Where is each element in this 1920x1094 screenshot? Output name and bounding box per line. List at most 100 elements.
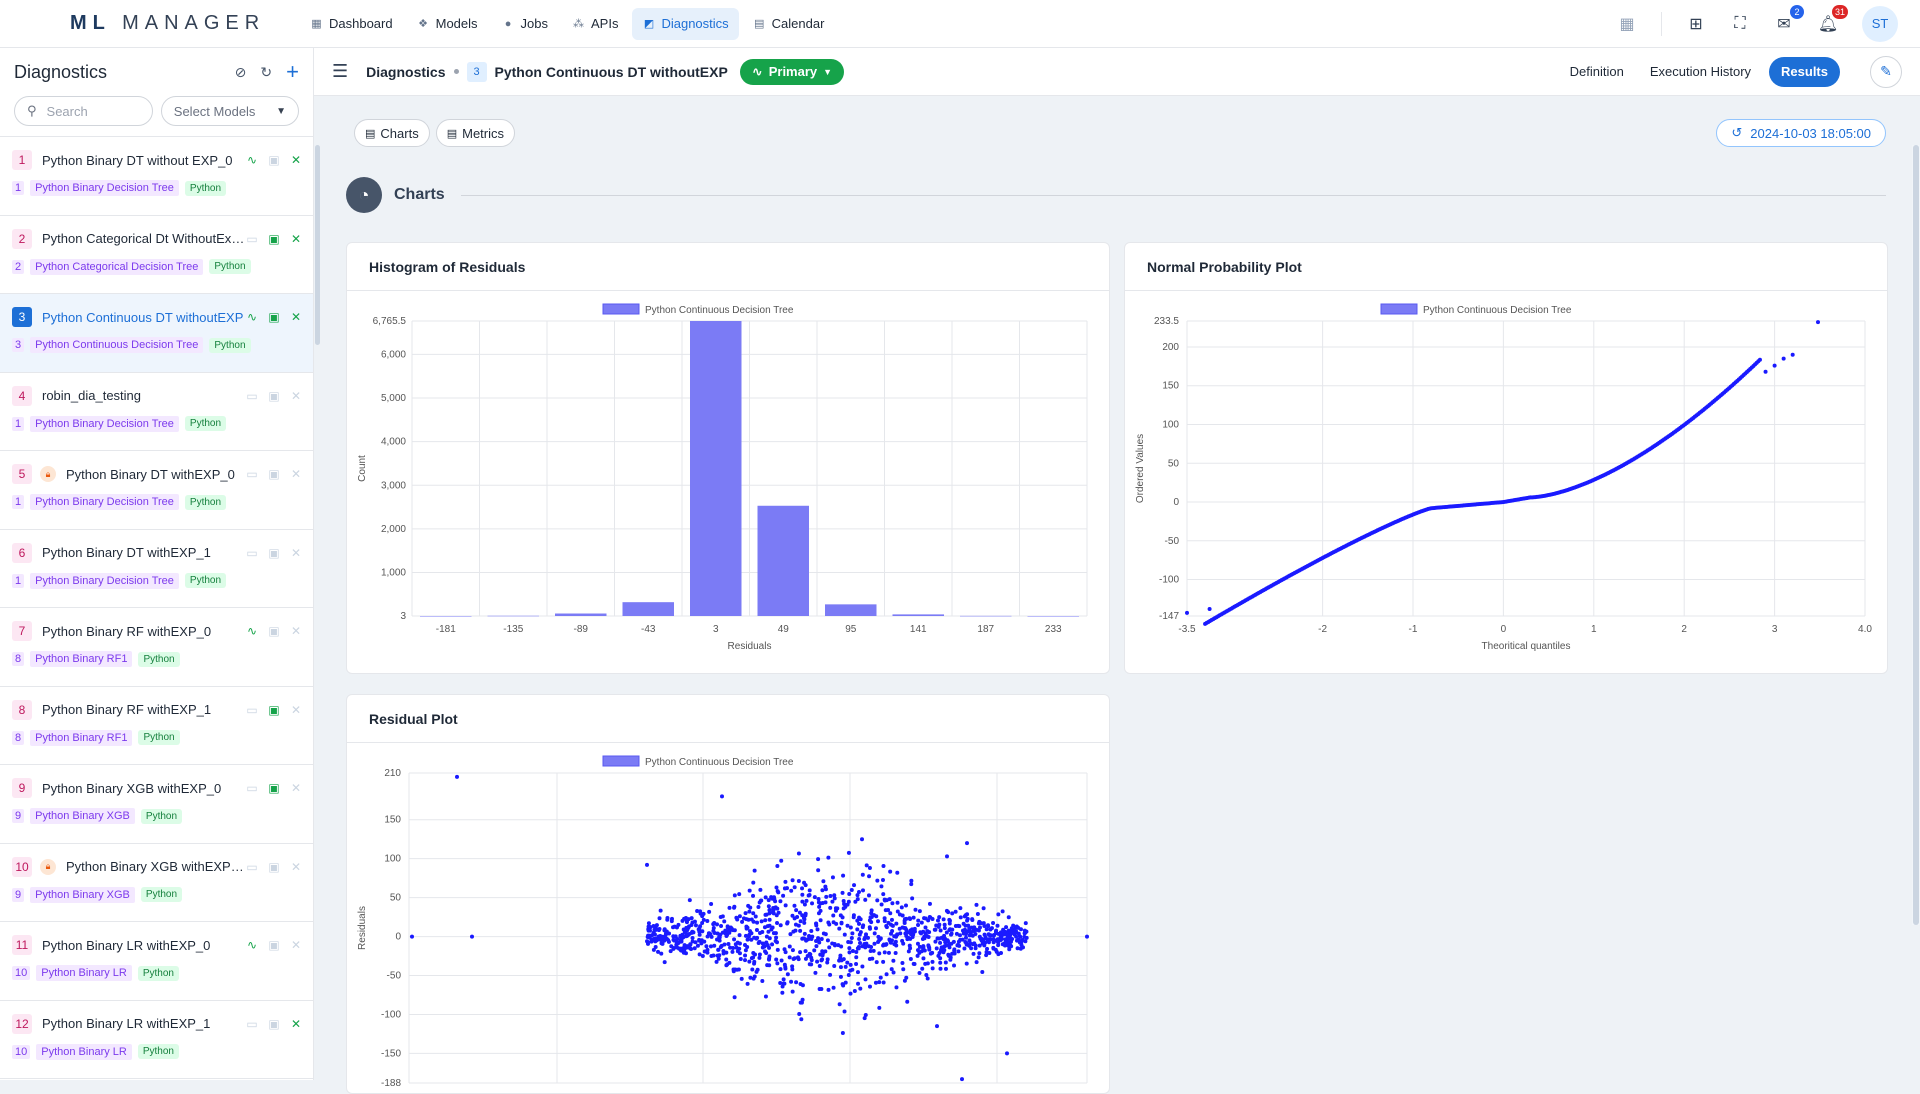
metrics-tab[interactable]: ▤ Metrics xyxy=(435,119,515,147)
user-avatar[interactable]: ST xyxy=(1862,5,1898,42)
select-models-dropdown[interactable]: Select Models ▼ xyxy=(160,96,299,126)
data-point xyxy=(855,897,860,902)
main-scrollbar[interactable] xyxy=(1912,145,1920,925)
monitoring-pulse-icon[interactable]: ∿ xyxy=(246,310,258,324)
list-item[interactable]: 6 Python Binary DT withEXP_1 ▭ ▣ ✕ 1 Python Bi… xyxy=(0,530,313,608)
disconnect-icon[interactable]: ✕ xyxy=(290,467,302,481)
monitoring-pulse-icon[interactable]: ∿ xyxy=(246,153,258,167)
data-point xyxy=(766,904,771,909)
disconnect-icon[interactable]: ✕ xyxy=(290,231,302,246)
edit-pencil-icon[interactable]: ✎ xyxy=(1870,55,1902,88)
x-tick-label: 4.0 xyxy=(1858,624,1872,635)
list-item[interactable]: 8 Python Binary RF withEXP_1 ▭ ▣ ✕ 8 Python Bi… xyxy=(0,687,313,765)
schedule-icon[interactable]: ▣ xyxy=(268,624,280,638)
monitor-icon[interactable]: ▭ xyxy=(246,467,258,481)
schedule-icon[interactable]: ▣ xyxy=(268,467,280,481)
list-item[interactable]: 5 🔒︎ Python Binary DT withEXP_0 ▭ ▣ ✕ 1 Python … xyxy=(0,451,313,530)
list-item[interactable]: 12 Python Binary LR withEXP_1 ▭ ▣ ✕ 10 Python … xyxy=(0,1001,313,1079)
tab-execution-history[interactable]: Execution History xyxy=(1649,64,1752,79)
data-point xyxy=(998,932,1003,937)
data-point xyxy=(857,937,862,942)
data-point xyxy=(716,956,721,961)
list-item[interactable]: 4 robin_dia_testing ▭ ▣ ✕ 1 Python Binary Deci… xyxy=(0,373,313,451)
menu-toggle-icon[interactable]: ☰ xyxy=(332,61,349,81)
data-point xyxy=(994,949,999,954)
disconnect-icon[interactable]: ✕ xyxy=(290,859,302,874)
tab-results[interactable]: Results xyxy=(1769,56,1840,87)
model-tag: Python Binary RF1 xyxy=(30,729,133,746)
fullscreen-icon[interactable]: ⛶ xyxy=(1734,14,1746,32)
monitor-icon[interactable]: ▭ xyxy=(246,702,258,717)
nav-dashboard[interactable]: ▦ Dashboard xyxy=(300,8,403,40)
add-icon[interactable]: + xyxy=(286,59,299,84)
data-point xyxy=(938,940,943,945)
clear-filter-icon[interactable]: ⊘ xyxy=(234,63,247,80)
disconnect-icon[interactable]: ✕ xyxy=(290,545,302,560)
primary-dropdown[interactable]: ∿ Primary ▼ xyxy=(739,58,845,85)
list-item[interactable]: 2 Python Categorical Dt WithoutExp... ▭ ▣ ✕ 2… xyxy=(0,216,313,294)
nav-calendar[interactable]: ▤ Calendar xyxy=(743,8,835,40)
schedule-icon[interactable]: ▣ xyxy=(268,859,280,874)
monitor-icon[interactable]: ▭ xyxy=(246,781,258,795)
tab-definition[interactable]: Definition xyxy=(1569,64,1624,79)
data-point xyxy=(792,903,797,908)
disconnect-icon[interactable]: ✕ xyxy=(290,624,302,638)
item-number: 12 xyxy=(12,1013,32,1034)
add-widget-icon[interactable]: ▦ xyxy=(1619,15,1635,33)
search-input[interactable]: ⚲ Search xyxy=(14,96,153,126)
schedule-icon[interactable]: ▣ xyxy=(268,231,280,246)
list-item[interactable]: 7 Python Binary RF withEXP_0 ∿ ▣ ✕ 8 Python Bi… xyxy=(0,608,313,687)
monitor-icon[interactable]: ▭ xyxy=(246,1016,258,1031)
schedule-icon[interactable]: ▣ xyxy=(268,702,280,717)
x-tick-label: 3 xyxy=(1772,624,1778,635)
nav-apis[interactable]: ⁂ APIs xyxy=(562,8,628,40)
charts-tab[interactable]: ▤ Charts xyxy=(354,119,430,147)
monitoring-pulse-icon[interactable]: ∿ xyxy=(246,938,258,952)
list-item[interactable]: 1 Python Binary DT without EXP_0 ∿ ▣ ✕ 1 Pytho… xyxy=(0,137,313,216)
monitoring-pulse-icon[interactable]: ∿ xyxy=(246,624,258,638)
list-item[interactable]: 3 Python Continuous DT withoutEXP ∿ ▣ ✕ 3 Pyth… xyxy=(0,294,313,373)
schedule-icon[interactable]: ▣ xyxy=(268,938,280,952)
schedule-icon[interactable]: ▣ xyxy=(268,1016,280,1031)
data-point xyxy=(943,960,948,965)
list-item[interactable]: 10 🔒︎ Python Binary XGB withEXP_1 ▭ ▣ ✕ 9 Pytho… xyxy=(0,844,313,922)
data-point xyxy=(960,928,965,933)
notifications-bell-icon[interactable]: 🔔︎ 31 xyxy=(1818,4,1848,34)
schedule-icon[interactable]: ▣ xyxy=(268,310,280,324)
disconnect-icon[interactable]: ✕ xyxy=(290,1016,302,1031)
data-point xyxy=(838,953,843,958)
nav-models[interactable]: ❖ Models xyxy=(407,8,488,40)
data-point xyxy=(817,963,822,968)
monitor-icon[interactable]: ▭ xyxy=(246,388,258,403)
disconnect-icon[interactable]: ✕ xyxy=(290,938,302,952)
messages-icon[interactable]: ✉ 2 xyxy=(1774,4,1804,34)
monitor-icon[interactable]: ▭ xyxy=(246,859,258,874)
refresh-icon[interactable]: ↻ xyxy=(260,63,273,80)
schedule-icon[interactable]: ▣ xyxy=(268,781,280,795)
disconnect-icon[interactable]: ✕ xyxy=(290,781,302,795)
run-date-selector[interactable]: ↺ 2024-10-03 18:05:00 xyxy=(1716,119,1886,147)
app-logo[interactable]: ML MANAGER xyxy=(70,12,266,34)
breadcrumb-diagnostics[interactable]: Diagnostics xyxy=(366,63,446,80)
disconnect-icon[interactable]: ✕ xyxy=(290,153,302,167)
schedule-icon[interactable]: ▣ xyxy=(268,388,280,403)
disconnect-icon[interactable]: ✕ xyxy=(290,310,302,324)
list-item[interactable]: 11 Python Binary LR withEXP_0 ∿ ▣ ✕ 10 Python … xyxy=(0,922,313,1001)
monitor-icon[interactable]: ▭ xyxy=(246,231,258,246)
data-point xyxy=(869,945,874,950)
list-item[interactable]: 9 Python Binary XGB withEXP_0 ▭ ▣ ✕ 9 Python B… xyxy=(0,765,313,844)
disconnect-icon[interactable]: ✕ xyxy=(290,388,302,403)
data-point xyxy=(678,934,683,939)
apps-grid-icon[interactable]: ⊞ xyxy=(1689,15,1703,33)
disconnect-icon[interactable]: ✕ xyxy=(290,702,302,717)
nav-jobs[interactable]: ● Jobs xyxy=(492,8,558,40)
data-point xyxy=(707,909,712,914)
data-point xyxy=(867,865,872,870)
model-version: 8 xyxy=(12,730,25,745)
sidebar-scrollbar[interactable] xyxy=(315,145,320,345)
schedule-icon[interactable]: ▣ xyxy=(268,153,280,167)
nav-diagnostics[interactable]: ◩ Diagnostics xyxy=(632,7,739,40)
schedule-icon[interactable]: ▣ xyxy=(268,545,280,560)
monitor-icon[interactable]: ▭ xyxy=(246,545,258,560)
data-point xyxy=(890,929,895,934)
